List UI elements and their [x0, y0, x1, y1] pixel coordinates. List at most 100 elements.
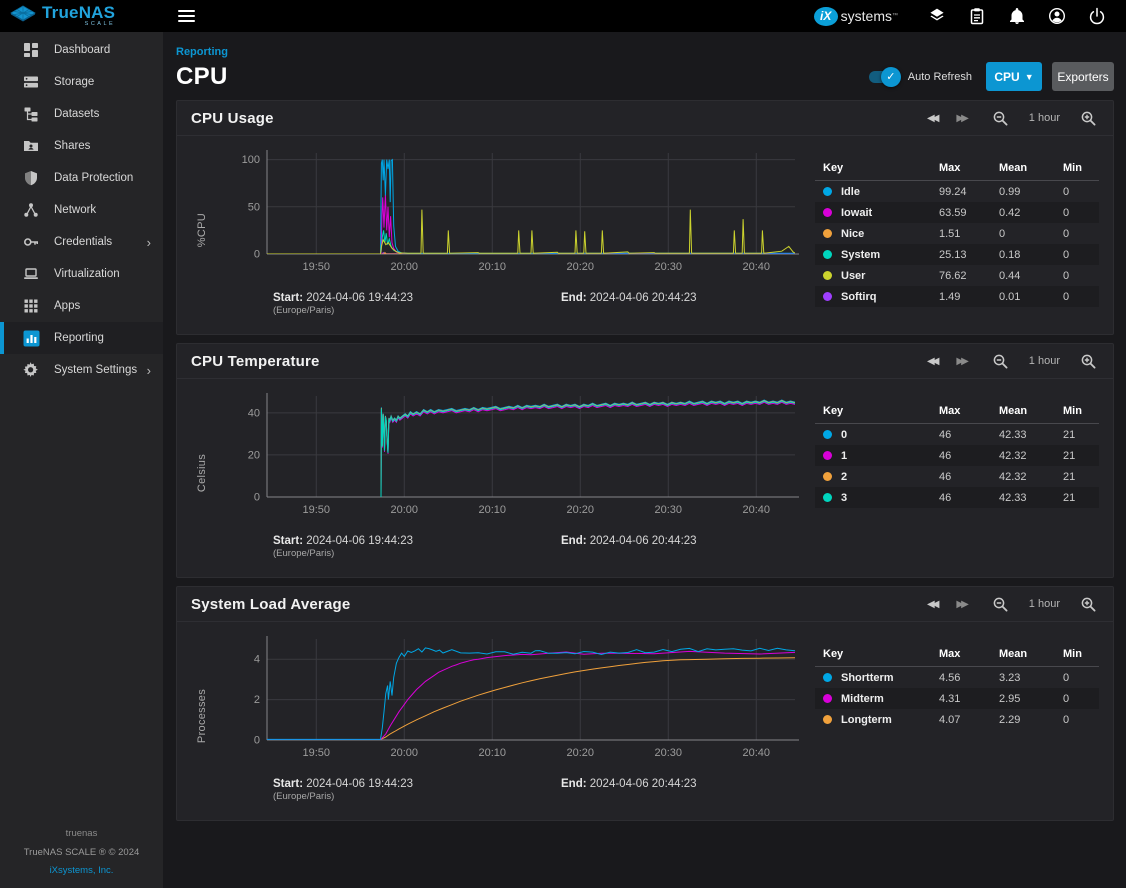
step-forward-button[interactable]: ▶▶ — [954, 111, 969, 126]
legend-header: Max — [931, 644, 991, 667]
svg-text:2: 2 — [254, 694, 260, 706]
sidebar-item-label: System Settings — [54, 364, 138, 376]
account-button[interactable] — [1042, 3, 1072, 29]
series-color-dot — [823, 715, 832, 724]
zoom-in-button[interactable] — [1078, 594, 1099, 615]
power-button[interactable] — [1082, 3, 1112, 29]
legend-row-key: Shortterm — [815, 667, 931, 688]
series-color-dot — [823, 451, 832, 460]
zoom-out-button[interactable] — [990, 594, 1011, 615]
zoom-out-icon — [993, 354, 1008, 369]
sidebar-item-dashboard[interactable]: Dashboard — [0, 34, 163, 66]
chart-plot-cpu-temperature[interactable]: 0 20 40 19:50 20:00 20:10 20:20 20:30 20:40 — [213, 387, 805, 533]
auto-refresh-label: Auto Refresh — [907, 70, 972, 83]
menu-toggle-button[interactable] — [178, 7, 200, 25]
sidebar-item-virtualization[interactable]: Virtualization — [0, 258, 163, 290]
virtualization-icon — [22, 265, 40, 283]
legend-row-key: 0 — [815, 424, 931, 445]
series-line-user — [267, 209, 795, 254]
legend-max-value: 63.59 — [931, 202, 991, 223]
series-color-dot — [823, 271, 832, 280]
card-title: System Load Average — [191, 595, 351, 613]
sidebar-item-data-protection[interactable]: Data Protection — [0, 162, 163, 194]
legend-max-value: 4.56 — [939, 671, 961, 684]
zoom-out-button[interactable] — [990, 108, 1011, 129]
svg-text:20:10: 20:10 — [479, 504, 507, 516]
auto-refresh-toggle[interactable]: ✓ Auto Refresh — [867, 66, 972, 87]
notifications-button[interactable] — [1002, 3, 1032, 29]
chart-start-time: Start: 2024-04-06 19:44:23 (Europe/Paris) — [273, 292, 414, 316]
zoom-out-icon — [993, 597, 1008, 612]
legend-max-value: 4.31 — [931, 688, 991, 709]
svg-text:20:10: 20:10 — [479, 747, 507, 759]
sidebar-item-system-settings[interactable]: System Settings › — [0, 354, 163, 386]
exporters-button[interactable]: Exporters — [1052, 62, 1114, 91]
brand[interactable]: TrueNAS SCALE — [0, 4, 163, 28]
legend-min-value: 0 — [1063, 185, 1070, 198]
sidebar-item-apps[interactable]: Apps — [0, 290, 163, 322]
step-back-button[interactable]: ◀◀ — [925, 354, 940, 369]
legend-min-value: 21 — [1063, 470, 1076, 483]
zoom-in-button[interactable] — [1078, 351, 1099, 372]
chart-plot-cpu-usage[interactable]: 0 50 100 19:50 20:00 20:10 20:20 20:30 20:40 — [213, 144, 805, 290]
chart-end-time: End: 2024-04-06 20:44:23 — [561, 535, 697, 547]
breadcrumb[interactable]: Reporting — [176, 46, 228, 58]
sidebar-item-shares[interactable]: Shares — [0, 130, 163, 162]
svg-text:20:40: 20:40 — [743, 261, 771, 273]
company-link[interactable]: iXsystems, Inc. — [49, 865, 114, 876]
topbar-actions: iX systems ™ — [813, 3, 1126, 29]
svg-text:20:20: 20:20 — [567, 504, 595, 516]
sidebar-footer: truenas TrueNAS SCALE ® © 2024 iXsystems… — [0, 828, 163, 888]
series-color-dot — [823, 229, 832, 238]
sidebar-item-datasets[interactable]: Datasets — [0, 98, 163, 130]
step-forward-button[interactable]: ▶▶ — [954, 597, 969, 612]
svg-text:50: 50 — [248, 201, 260, 213]
series-color-dot — [823, 673, 832, 682]
chart-time-range: Start: 2024-04-06 19:44:23 (Europe/Paris)… — [273, 778, 805, 802]
svg-text:19:50: 19:50 — [303, 747, 331, 759]
legend-header: Key — [815, 401, 931, 424]
legend-min-value: 0 — [1055, 688, 1099, 709]
step-back-button[interactable]: ◀◀ — [925, 597, 940, 612]
legend-header: Min — [1055, 158, 1099, 181]
legend-mean-value: 0.18 — [991, 244, 1055, 265]
step-back-button[interactable]: ◀◀ — [925, 111, 940, 126]
toggle-switch-icon: ✓ — [867, 66, 901, 87]
layers-icon — [930, 8, 944, 21]
sidebar-item-credentials[interactable]: Credentials › — [0, 226, 163, 258]
jobs-button[interactable] — [922, 3, 952, 29]
legend-min-value: 0 — [1063, 671, 1070, 684]
svg-text:40: 40 — [248, 407, 260, 419]
apps-icon — [22, 297, 40, 315]
sidebar-item-network[interactable]: Network — [0, 194, 163, 226]
legend-max-value: 76.62 — [939, 269, 967, 282]
legend-row-key: 1 — [815, 445, 931, 466]
series-line-nice — [267, 251, 795, 254]
bell-icon — [1010, 8, 1024, 24]
legend-table: Key Max Mean Min 0 46 42.33 21 1 46 42.32 21 2 46 42.3… — [815, 401, 1099, 508]
sidebar-item-label: Apps — [54, 300, 81, 312]
svg-text:100: 100 — [242, 154, 260, 166]
svg-text:0: 0 — [254, 735, 260, 747]
sidebar-item-storage[interactable]: Storage — [0, 66, 163, 98]
step-forward-button[interactable]: ▶▶ — [954, 354, 969, 369]
legend-header: Mean — [991, 401, 1055, 424]
clipboard-icon — [970, 8, 984, 25]
chart-controls: ◀◀ ▶▶ 1 hour — [925, 351, 1099, 372]
chart-plot-system-load-average[interactable]: 0 2 4 19:50 20:00 20:10 20:20 20:30 20:40 — [213, 630, 805, 776]
truenas-logo-icon — [10, 5, 36, 22]
tasks-button[interactable] — [962, 3, 992, 29]
fast-forward-icon: ▶▶ — [956, 598, 969, 610]
zoom-out-icon — [993, 111, 1008, 126]
legend-mean-value: 2.95 — [991, 688, 1055, 709]
zoom-in-button[interactable] — [1078, 108, 1099, 129]
chart-cards: CPU Usage ◀◀ ▶▶ 1 hour %CPU 0 50 100 19:50 20:00 2… — [176, 100, 1114, 821]
report-select-button[interactable]: CPU ▼ — [986, 62, 1042, 91]
chevron-right-icon: › — [146, 362, 151, 378]
sidebar-item-label: Datasets — [54, 108, 100, 120]
legend-min-value: 21 — [1055, 445, 1099, 466]
sidebar: Dashboard Storage Datasets Shares Data Prote… — [0, 32, 163, 888]
zoom-out-button[interactable] — [990, 351, 1011, 372]
sidebar-item-reporting[interactable]: Reporting — [0, 322, 163, 354]
legend-header: Min — [1055, 401, 1099, 424]
